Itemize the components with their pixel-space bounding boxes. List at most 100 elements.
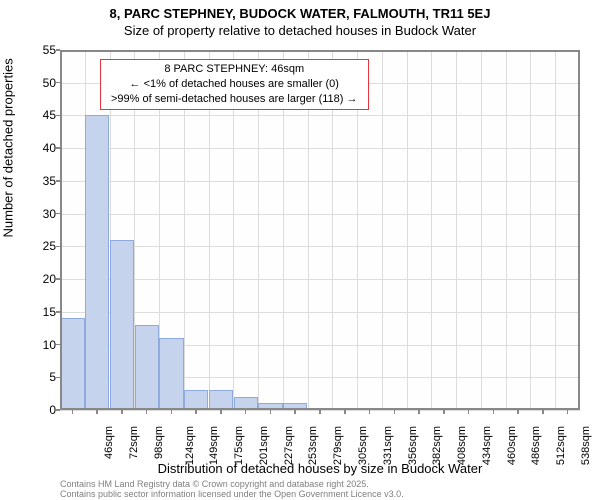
x-tick-label: 98sqm bbox=[153, 426, 165, 459]
y-tick-label: 20 bbox=[26, 272, 56, 286]
gridline-v bbox=[530, 50, 531, 410]
x-tick-label: 460sqm bbox=[506, 426, 518, 465]
x-tick-mark bbox=[146, 410, 148, 414]
annotation-line2: ← <1% of detached houses are smaller (0) bbox=[111, 77, 358, 92]
x-tick-label: 124sqm bbox=[184, 426, 196, 465]
y-tick-label: 30 bbox=[26, 207, 56, 221]
bar bbox=[234, 397, 258, 410]
chart-container: 8, PARC STEPHNEY, BUDOCK WATER, FALMOUTH… bbox=[0, 0, 600, 500]
x-tick-mark bbox=[369, 410, 371, 414]
bar bbox=[85, 115, 109, 410]
y-tick-label: 25 bbox=[26, 239, 56, 253]
y-tick-label: 50 bbox=[26, 76, 56, 90]
gridline-v bbox=[456, 50, 457, 410]
annotation-box: 8 PARC STEPHNEY: 46sqm ← <1% of detached… bbox=[100, 59, 369, 110]
y-tick-mark bbox=[56, 213, 60, 215]
gridline-h bbox=[60, 312, 580, 313]
gridline-v bbox=[407, 50, 408, 410]
gridline-h bbox=[60, 148, 580, 149]
y-tick-label: 10 bbox=[26, 338, 56, 352]
gridline-v bbox=[382, 50, 383, 410]
bar bbox=[60, 318, 84, 410]
x-tick-mark bbox=[319, 410, 321, 414]
y-tick-label: 40 bbox=[26, 141, 56, 155]
x-tick-label: 434sqm bbox=[481, 426, 493, 465]
title-main: 8, PARC STEPHNEY, BUDOCK WATER, FALMOUTH… bbox=[0, 6, 600, 21]
chart-title-block: 8, PARC STEPHNEY, BUDOCK WATER, FALMOUTH… bbox=[0, 0, 600, 38]
x-tick-mark bbox=[121, 410, 123, 414]
x-tick-label: 331sqm bbox=[382, 426, 394, 465]
x-tick-mark bbox=[493, 410, 495, 414]
x-tick-label: 227sqm bbox=[283, 426, 295, 465]
x-tick-label: 201sqm bbox=[258, 426, 270, 465]
x-tick-mark bbox=[72, 410, 74, 414]
gridline-h bbox=[60, 50, 580, 51]
x-tick-mark bbox=[443, 410, 445, 414]
x-tick-label: 512sqm bbox=[555, 426, 567, 465]
bar bbox=[110, 240, 134, 410]
y-tick-mark bbox=[56, 82, 60, 84]
y-tick-label: 5 bbox=[26, 370, 56, 384]
x-tick-mark bbox=[294, 410, 296, 414]
annotation-line1: 8 PARC STEPHNEY: 46sqm bbox=[111, 62, 358, 77]
x-tick-mark bbox=[195, 410, 197, 414]
y-tick-mark bbox=[56, 115, 60, 117]
bar bbox=[209, 390, 233, 410]
attrib-line2: Contains public sector information licen… bbox=[60, 490, 404, 500]
gridline-v bbox=[555, 50, 556, 410]
bar bbox=[159, 338, 183, 410]
x-tick-label: 175sqm bbox=[233, 426, 245, 465]
x-axis-label: Distribution of detached houses by size … bbox=[60, 461, 580, 476]
x-tick-label: 382sqm bbox=[431, 426, 443, 465]
y-axis-label: Number of detached properties bbox=[1, 58, 16, 237]
x-tick-mark bbox=[96, 410, 98, 414]
bar bbox=[184, 390, 208, 410]
y-tick-label: 45 bbox=[26, 108, 56, 122]
gridline-h bbox=[60, 279, 580, 280]
x-tick-label: 305sqm bbox=[357, 426, 369, 465]
x-tick-mark bbox=[270, 410, 272, 414]
attribution: Contains HM Land Registry data © Crown c… bbox=[60, 480, 404, 500]
y-tick-label: 15 bbox=[26, 305, 56, 319]
gridline-h bbox=[60, 246, 580, 247]
x-tick-mark bbox=[220, 410, 222, 414]
gridline-v bbox=[506, 50, 507, 410]
y-tick-mark bbox=[56, 344, 60, 346]
x-tick-label: 279sqm bbox=[332, 426, 344, 465]
x-tick-mark bbox=[468, 410, 470, 414]
x-tick-label: 356sqm bbox=[407, 426, 419, 465]
x-tick-label: 149sqm bbox=[209, 426, 221, 465]
gridline-h bbox=[60, 181, 580, 182]
gridline-h bbox=[60, 115, 580, 116]
x-tick-mark bbox=[418, 410, 420, 414]
annotation-line3: >99% of semi-detached houses are larger … bbox=[111, 92, 358, 107]
x-tick-mark bbox=[542, 410, 544, 414]
y-tick-mark bbox=[56, 377, 60, 379]
gridline-h bbox=[60, 214, 580, 215]
x-tick-mark bbox=[517, 410, 519, 414]
gridline-v bbox=[481, 50, 482, 410]
x-tick-label: 46sqm bbox=[103, 426, 115, 459]
x-tick-mark bbox=[245, 410, 247, 414]
bar bbox=[135, 325, 159, 410]
y-tick-label: 55 bbox=[26, 43, 56, 57]
y-tick-label: 0 bbox=[26, 403, 56, 417]
y-tick-mark bbox=[56, 49, 60, 51]
gridline-v bbox=[431, 50, 432, 410]
y-tick-mark bbox=[56, 147, 60, 149]
y-tick-mark bbox=[56, 246, 60, 248]
y-tick-mark bbox=[56, 409, 60, 411]
y-tick-mark bbox=[56, 278, 60, 280]
x-tick-mark bbox=[344, 410, 346, 414]
x-tick-label: 486sqm bbox=[530, 426, 542, 465]
y-tick-label: 35 bbox=[26, 174, 56, 188]
x-tick-mark bbox=[567, 410, 569, 414]
x-tick-label: 408sqm bbox=[456, 426, 468, 465]
x-tick-mark bbox=[171, 410, 173, 414]
title-sub: Size of property relative to detached ho… bbox=[0, 23, 600, 38]
x-tick-label: 72sqm bbox=[128, 426, 140, 459]
x-tick-label: 253sqm bbox=[308, 426, 320, 465]
x-tick-label: 538sqm bbox=[580, 426, 592, 465]
x-tick-mark bbox=[394, 410, 396, 414]
y-tick-mark bbox=[56, 180, 60, 182]
